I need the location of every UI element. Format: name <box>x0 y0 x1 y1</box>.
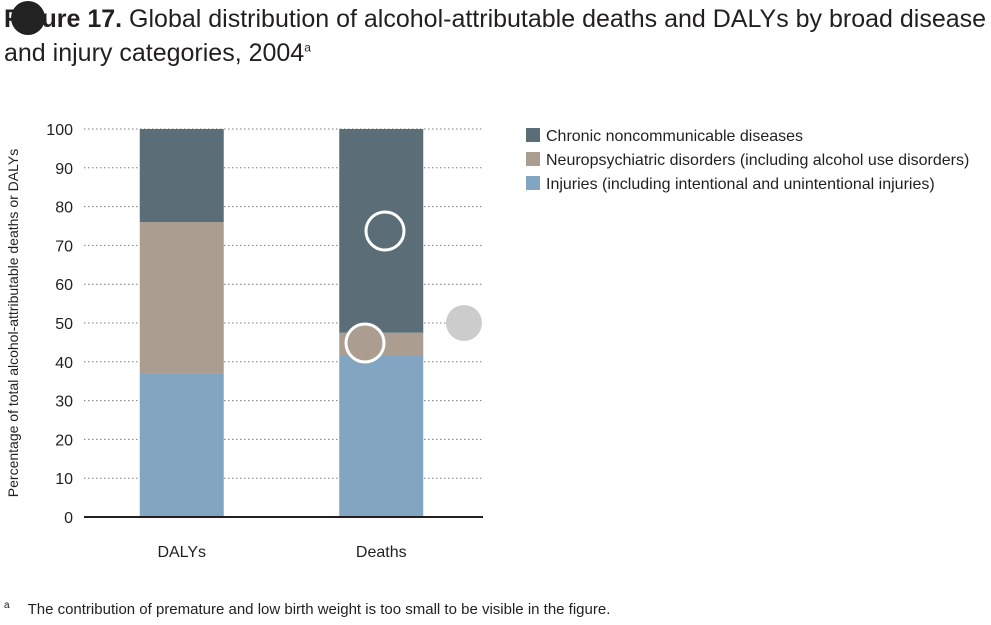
chart-legend: Chronic noncommunicable diseases Neuropsy… <box>526 128 969 193</box>
y-tick-label: 70 <box>55 238 73 255</box>
y-tick-label: 0 <box>64 510 73 527</box>
y-tick-label: 10 <box>55 471 73 488</box>
y-tick-label: 40 <box>55 355 73 372</box>
y-tick-label: 100 <box>46 122 73 139</box>
y-tick-label: 80 <box>55 200 73 217</box>
footnote-marker: a <box>4 600 10 611</box>
y-tick-label: 60 <box>55 277 73 294</box>
figure-title-footnote-marker: a <box>304 40 311 55</box>
x-axis-ticks: DALYs Deaths <box>157 544 406 561</box>
bar-dalys-series-2 <box>139 129 224 223</box>
y-tick-label: 50 <box>55 316 73 333</box>
legend-entry-label: Chronic noncommunicable diseases <box>546 128 803 145</box>
overlay-dot-title <box>11 1 45 35</box>
legend-swatch-0 <box>526 176 540 190</box>
y-tick-label: 30 <box>55 394 73 411</box>
y-axis-ticks: 0 10 20 30 40 50 60 70 80 90 100 <box>46 122 73 527</box>
stacked-bar-chart: 0 10 20 30 40 50 60 70 80 90 100 DALYs Deaths Perce… <box>5 1 969 561</box>
y-tick-label: 20 <box>55 432 73 449</box>
overlay-dot-grey <box>446 305 482 341</box>
legend-entry-label: Injuries (including intentional and unin… <box>546 176 935 193</box>
footnote: a The contribution of premature and low b… <box>4 600 610 618</box>
bar-dalys-series-0 <box>139 373 224 517</box>
y-axis-title: Percentage of total alcohol-attributable… <box>5 149 21 497</box>
y-tick-label: 90 <box>55 161 73 178</box>
bar-dalys-series-1 <box>139 222 224 374</box>
legend-swatch-2 <box>526 128 540 142</box>
x-tick-label: Deaths <box>356 544 407 561</box>
chart-bars <box>139 129 424 517</box>
overlay-ring-deaths-neuro <box>344 322 386 364</box>
legend-swatch-1 <box>526 152 540 166</box>
bar-deaths-series-0 <box>339 355 424 517</box>
legend-entry-label: Neuropsychiatric disorders (including al… <box>546 152 969 169</box>
figure-title: Figure 17. Global distribution of alcoho… <box>4 2 989 70</box>
overlay-markers <box>11 1 482 364</box>
x-tick-label: DALYs <box>157 544 206 561</box>
figure-title-text: Global distribution of alcohol-attributa… <box>4 5 987 67</box>
footnote-text: The contribution of premature and low bi… <box>27 601 611 618</box>
overlay-ring-deaths-chronic <box>364 210 406 252</box>
